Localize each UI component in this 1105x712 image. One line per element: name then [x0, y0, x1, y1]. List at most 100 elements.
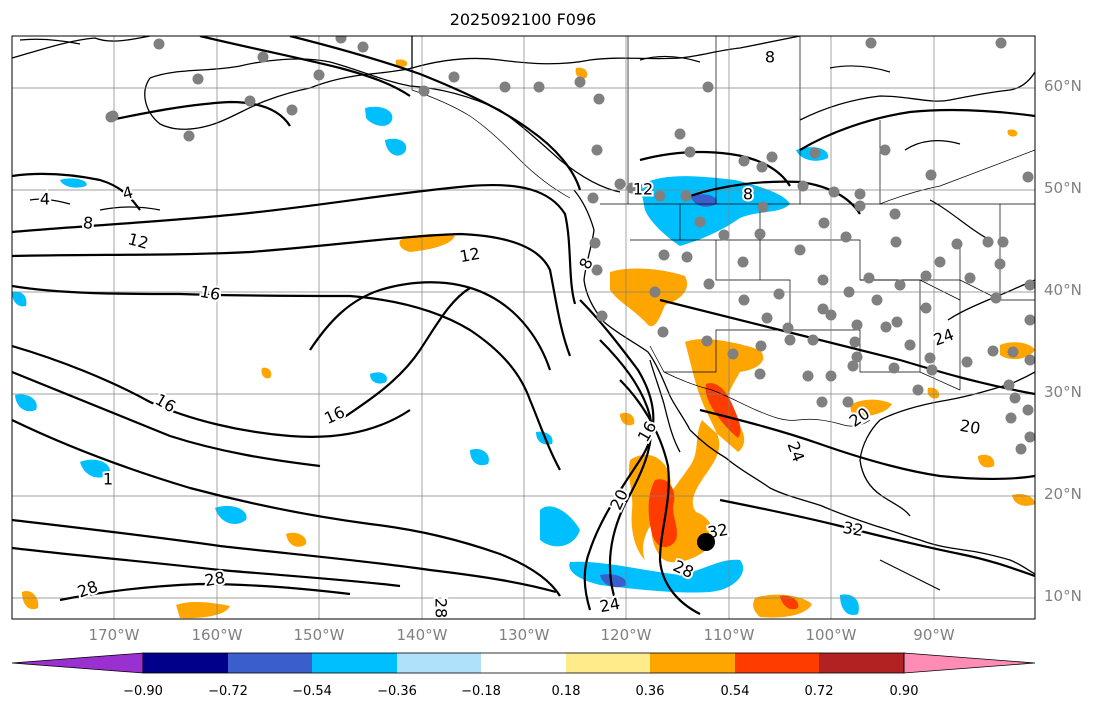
- station-dot: [596, 310, 608, 322]
- contour-label: 16: [198, 282, 221, 304]
- station-dot: [754, 368, 766, 380]
- lon-label-120w: 120°W: [600, 626, 652, 644]
- station-dot: [499, 81, 511, 93]
- station-dot: [257, 51, 269, 63]
- station-dot: [684, 146, 696, 158]
- station-dot: [448, 71, 460, 83]
- station-dot: [153, 38, 165, 50]
- colorbar-tick-label: −0.36: [377, 684, 417, 699]
- station-dot: [757, 201, 769, 213]
- station-dot: [997, 236, 1009, 248]
- station-dot: [1024, 279, 1035, 291]
- station-dot: [703, 278, 715, 290]
- station-dot: [849, 336, 861, 348]
- contour-label: 12: [458, 244, 481, 266]
- station-dot: [1024, 354, 1035, 366]
- station-dot: [894, 279, 906, 291]
- station-dot: [286, 104, 298, 116]
- station-dot: [825, 370, 837, 382]
- contour-label: 8: [82, 213, 94, 233]
- colorbar-tick-label: 0.54: [720, 684, 750, 699]
- station-dot: [737, 256, 749, 268]
- lat-label-60n: 60°N: [1044, 77, 1082, 95]
- station-dot: [755, 340, 767, 352]
- station-dot: [854, 188, 866, 200]
- station-dot: [871, 294, 883, 306]
- station-dot: [854, 200, 866, 212]
- station-dot: [738, 294, 750, 306]
- station-dot: [591, 264, 603, 276]
- station-dot: [842, 396, 854, 408]
- station-dot: [1022, 171, 1034, 183]
- colorbar-tick-label: −0.72: [208, 684, 248, 699]
- station-dot: [105, 111, 117, 123]
- station-dot: [694, 216, 706, 228]
- lon-label-150w: 150°W: [293, 626, 345, 644]
- station-dot: [920, 302, 932, 314]
- station-dot: [614, 178, 626, 190]
- lon-label-160w: 160°W: [191, 626, 243, 644]
- map-frame: [11, 35, 1036, 620]
- station-dot: [865, 37, 877, 49]
- station-dot: [1009, 392, 1021, 404]
- contour-label: 28: [203, 568, 226, 590]
- station-dot: [754, 228, 766, 240]
- station-dot: [761, 312, 773, 324]
- station-dot: [782, 322, 794, 334]
- station-dot: [587, 192, 599, 204]
- station-dot: [995, 37, 1007, 49]
- station-dot: [994, 258, 1006, 270]
- station-dot: [727, 348, 739, 360]
- station-dot: [934, 256, 946, 268]
- station-dot: [817, 274, 829, 286]
- station-dot: [920, 270, 932, 282]
- lon-label-90w: 90°W: [913, 626, 955, 644]
- contour-label: 12: [633, 180, 653, 199]
- station-dot: [880, 321, 892, 333]
- station-dot: [626, 182, 638, 194]
- gridlines: [12, 36, 1035, 619]
- colorbar-tick-label: 0.36: [635, 684, 665, 699]
- station-dot: [313, 69, 325, 81]
- station-dot: [888, 362, 900, 374]
- station-dot: [1024, 431, 1035, 443]
- colorbar-tick-label: −0.54: [292, 684, 332, 699]
- colorbar-tick-label: 0.72: [804, 684, 834, 699]
- station-dots: [105, 36, 1035, 455]
- station-dot: [890, 236, 902, 248]
- station-dot: [879, 144, 891, 156]
- station-dot: [1022, 404, 1034, 416]
- station-dot: [649, 286, 661, 298]
- station-dot: [192, 73, 204, 85]
- colorbar-tick-label: 0.18: [551, 684, 581, 699]
- station-dot: [589, 237, 601, 249]
- station-dot: [818, 217, 830, 229]
- station-dot: [183, 130, 195, 142]
- colorbar-tick-label: −0.18: [461, 684, 501, 699]
- storm-center-marker: [697, 533, 715, 551]
- station-dot: [847, 360, 859, 372]
- lat-label-10n: 10°N: [1044, 587, 1082, 605]
- station-dot: [1024, 314, 1035, 326]
- contour-label: 8: [765, 48, 775, 67]
- lat-label-50n: 50°N: [1044, 179, 1082, 197]
- station-dot: [658, 249, 670, 261]
- station-dot: [533, 81, 545, 93]
- lon-label-140w: 140°W: [396, 626, 448, 644]
- lon-label-130w: 130°W: [498, 626, 550, 644]
- coastlines: [12, 36, 1035, 575]
- contour-label: 8: [743, 185, 753, 204]
- station-dot: [702, 81, 714, 93]
- station-dot: [784, 334, 796, 346]
- station-dot: [982, 236, 994, 248]
- station-dot: [828, 186, 840, 198]
- station-dot: [357, 41, 369, 53]
- station-dot: [718, 229, 730, 241]
- station-dot: [680, 190, 692, 202]
- contour-label: 4: [40, 190, 50, 209]
- station-dot: [990, 292, 1002, 304]
- station-dot: [825, 309, 837, 321]
- station-dot: [654, 190, 666, 202]
- contour-label: 24: [598, 594, 621, 616]
